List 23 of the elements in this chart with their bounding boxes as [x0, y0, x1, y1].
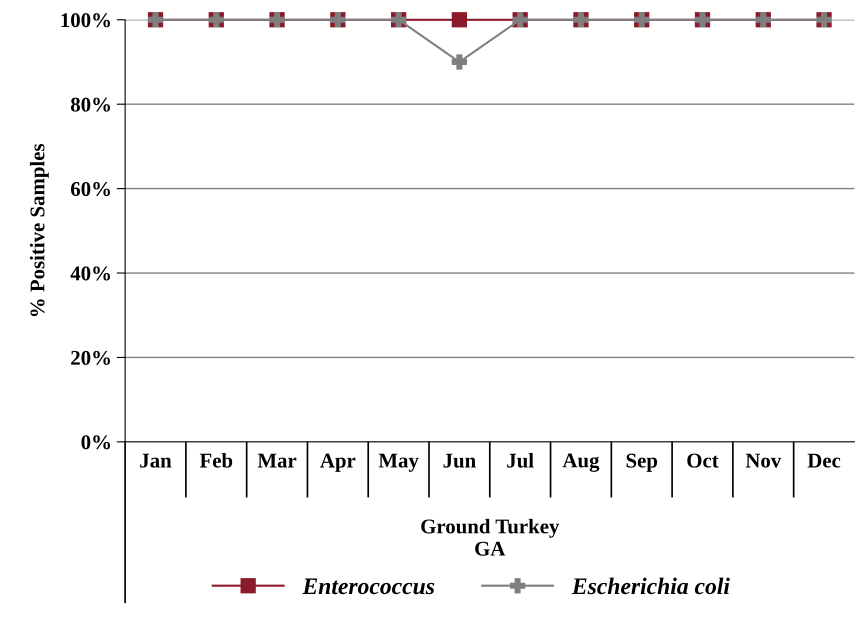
x-tick-label: Mar: [258, 454, 296, 468]
y-axis-title: % Positive Samples: [30, 144, 49, 316]
x-tick-label: Jul: [507, 452, 534, 468]
x-tick-label: Jun: [444, 454, 476, 468]
x-tick-label: Aug: [562, 454, 600, 472]
legend-label: Enterococcus: [302, 578, 434, 594]
y-tick-label: 0%: [81, 435, 110, 450]
y-tick-label: 20%: [71, 350, 110, 365]
y-tick-label: 60%: [70, 182, 110, 196]
legend-label: Escherichia coli: [572, 578, 730, 594]
x-tick-label: Dec: [808, 454, 840, 468]
x-tick-label: May: [378, 454, 419, 472]
x-tick-label: Jan: [140, 454, 172, 468]
y-tick-label: 100%: [62, 13, 110, 28]
x-tick-label: Sep: [626, 454, 658, 472]
text: GA: [475, 542, 506, 556]
x-tick-label: Apr: [320, 454, 356, 472]
x-tick-label: Nov: [746, 454, 782, 468]
x-tick-label: Feb: [200, 452, 232, 468]
y-tick-label: 40%: [70, 266, 110, 281]
y-tick-label: 80%: [70, 98, 110, 112]
x-axis-title: Ground Turkey: [421, 518, 560, 538]
x-tick-label: Oct: [687, 454, 719, 468]
